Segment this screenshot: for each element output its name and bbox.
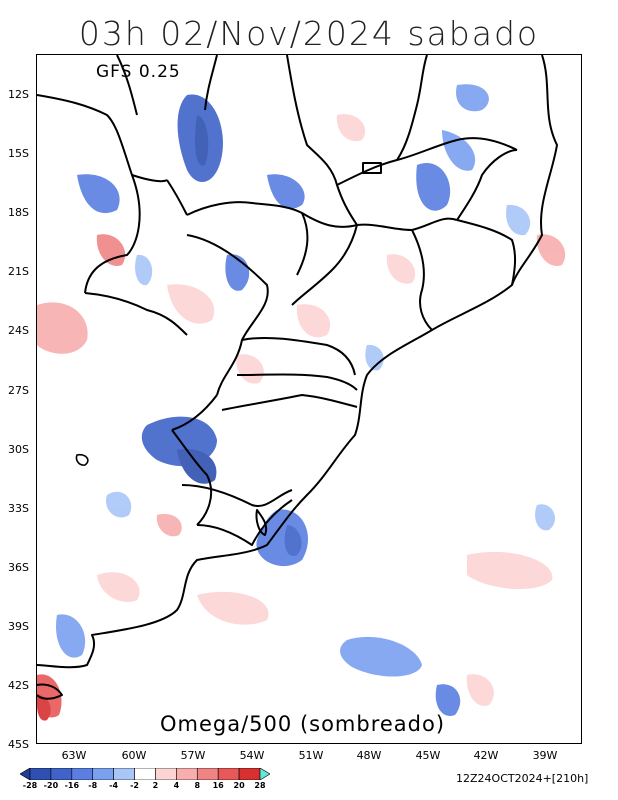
colorbar-swatch [259,768,270,780]
map-title: 03h 02/Nov/2024 sabado [78,14,540,53]
colorbar-swatch [20,768,31,780]
colorbar-swatch [113,768,135,780]
colorbar-tick-label: 2 [152,781,159,790]
colorbar-tick-label: 8 [194,781,201,790]
omega-field-map [37,55,566,721]
lon-label: 57W [180,749,206,762]
lat-label: 36S [8,561,29,574]
colorbar-tick-label: -8 [88,781,98,790]
lat-label: 27S [8,384,29,397]
colorbar-tick-label: 20 [233,781,245,790]
lon-label: 45W [415,749,441,762]
lat-label: 24S [8,324,29,337]
colorbar-swatch [71,768,94,780]
lon-label: 48W [356,749,382,762]
colorbar-swatch [196,768,219,780]
colorbar-tick-label: 4 [173,781,180,790]
run-info: 12Z24OCT2024+[210h] [456,772,589,785]
colorbar-tick-label: -16 [64,781,80,790]
map-frame [36,54,582,744]
lat-label: 18S [8,206,29,219]
colorbar-swatch [50,768,73,780]
lat-label: 45S [8,738,29,751]
lon-label: 60W [121,749,147,762]
colorbar-tick-label: -28 [22,781,38,790]
colorbar-tick-label: 16 [212,781,224,790]
colorbar-swatch [134,768,156,780]
colorbar-swatch [92,768,114,780]
colorbar-swatch [238,768,261,780]
lat-label: 30S [8,443,29,456]
colorbar-tick-label: 28 [254,781,266,790]
colorbar-swatch [29,768,52,780]
omega-shading [37,84,566,721]
lon-label: 54W [239,749,265,762]
lon-label: 42W [473,749,499,762]
model-label: GFS 0.25 [96,62,181,82]
lat-label: 15S [8,147,29,160]
colorbar [20,768,270,780]
colorbar-swatch [176,768,198,780]
colorbar-tick-label: -2 [130,781,139,790]
lon-label: 39W [532,749,558,762]
lat-label: 21S [8,265,29,278]
field-subtitle: Omega/500 (sombreado) [160,712,446,736]
lat-label: 42S [8,679,29,692]
colorbar-swatch [155,768,177,780]
lon-label: 51W [298,749,324,762]
lat-label: 33S [8,502,29,515]
colorbar-tick-label: -20 [43,781,59,790]
political-borders [37,55,558,700]
lat-label: 39S [8,620,29,633]
colorbar-swatch [217,768,240,780]
lon-label: 63W [61,749,87,762]
colorbar-tick-label: -4 [109,781,119,790]
lat-label: 12S [8,88,29,101]
